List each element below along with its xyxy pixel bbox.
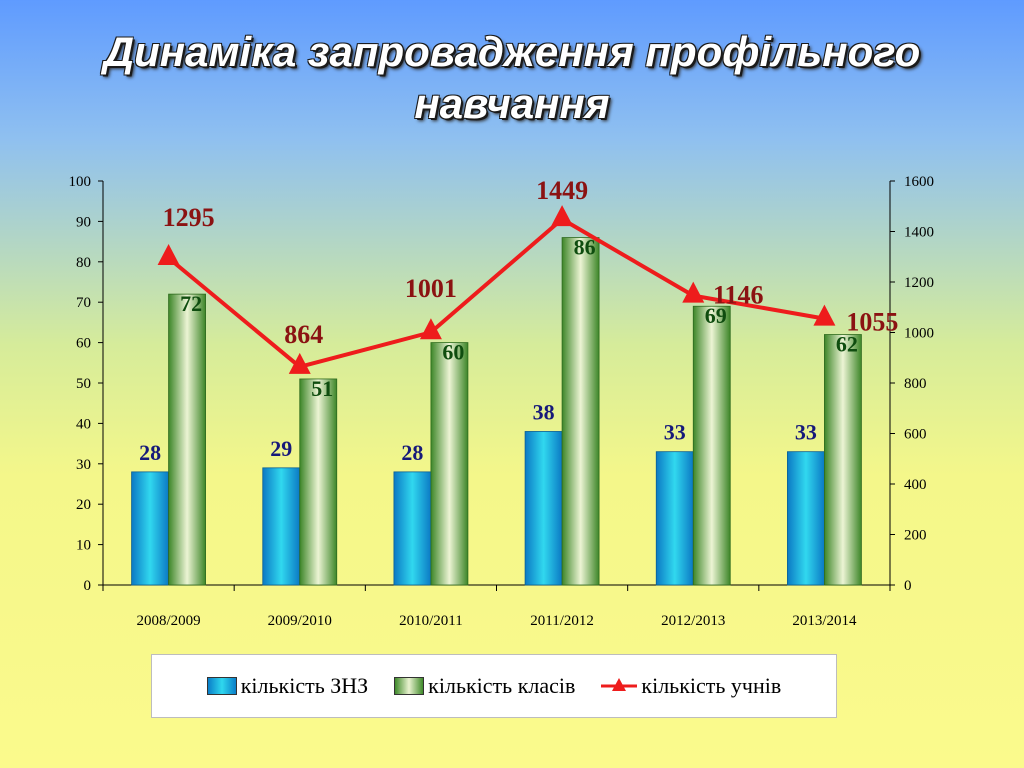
data-label-students: 864 [284,320,323,349]
left-tick-label: 90 [76,214,91,230]
x-tick-label: 2008/2009 [136,613,200,629]
left-tick-label: 60 [76,336,91,352]
bar-classes [561,237,600,586]
point-students [157,244,180,266]
legend-item-schools: кількість ЗНЗ [206,673,369,699]
point-students [682,281,705,303]
right-tick-label: 0 [904,578,912,594]
legend-label-schools: кількість ЗНЗ [240,673,369,698]
data-label-classes: 69 [705,303,727,328]
point-students [288,352,311,374]
data-label-classes: 72 [180,291,202,316]
point-students [419,318,442,340]
legend-item-students: кількість учнів [601,673,781,699]
legend: кількість ЗНЗ кількість класів кількість… [151,654,837,718]
data-label-schools: 29 [270,436,292,461]
data-label-schools: 28 [139,440,161,465]
bar-classes [430,342,469,586]
right-tick-label: 800 [904,376,927,392]
point-students [551,205,574,227]
left-tick-label: 20 [76,497,91,513]
legend-swatch-schools [206,677,237,695]
x-tick-label: 2012/2013 [661,613,725,629]
data-label-classes: 86 [574,235,596,260]
chart-title-line-2: навчання [414,80,610,127]
bar-classes [168,293,206,586]
bar-classes [299,378,338,586]
left-tick-label: 100 [69,174,92,190]
left-tick-label: 10 [76,538,91,554]
bar-schools [787,451,825,586]
right-tick-label: 1400 [904,225,934,241]
x-tick-label: 2011/2012 [530,613,594,629]
line-students [167,217,825,369]
x-tick-label: 2013/2014 [792,613,857,629]
data-label-students: 1449 [536,176,588,205]
data-label-schools: 38 [533,399,555,424]
left-tick-label: 30 [76,457,91,473]
data-label-classes: 51 [311,376,333,401]
left-tick-label: 40 [76,416,91,432]
legend-label-students: кількість учнів [641,673,782,698]
legend-swatch-classes [394,677,425,695]
x-tick-label: 2009/2010 [268,613,332,629]
right-tick-label: 600 [904,427,927,443]
combo-chart: 0102030405060708090100020040060080010001… [69,174,935,629]
legend-label-classes: кількість класів [428,673,576,698]
bar-schools [262,467,301,586]
bar-classes [692,305,731,586]
data-label-classes: 60 [442,340,464,365]
chart-title: Динаміка запровадження профільного навча… [0,26,1024,130]
right-tick-label: 1600 [904,174,934,190]
data-label-students: 1295 [163,203,215,232]
left-tick-label: 50 [76,376,91,392]
bar-schools [655,451,694,586]
right-tick-label: 400 [904,477,927,493]
bar-classes [824,334,862,586]
chart-title-line-1: Динаміка запровадження профільного [103,28,921,75]
bar-schools [131,471,169,586]
data-label-schools: 33 [664,420,686,445]
data-label-schools: 33 [795,420,817,445]
data-label-students: 1146 [713,281,764,310]
right-tick-label: 1200 [904,275,934,291]
point-students [813,304,836,326]
data-label-classes: 62 [836,332,858,357]
right-tick-label: 200 [904,528,927,544]
left-tick-label: 0 [84,578,92,594]
legend-swatch-students [601,678,638,691]
legend-item-classes: кількість класів [394,673,575,699]
data-label-schools: 28 [401,440,423,465]
data-label-students: 1055 [846,308,898,337]
left-tick-label: 70 [76,295,91,311]
right-tick-label: 1000 [904,326,934,342]
data-label-students: 1001 [405,274,457,303]
bar-schools [393,471,432,586]
left-tick-label: 80 [76,255,91,271]
x-tick-label: 2010/2011 [399,613,463,629]
bar-schools [524,431,563,586]
